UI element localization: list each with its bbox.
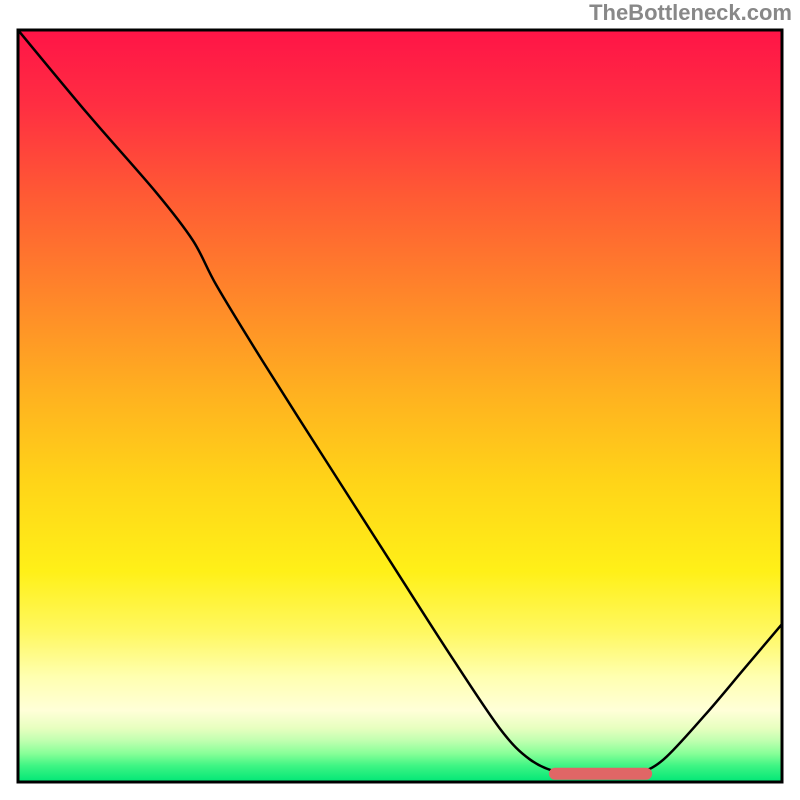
watermark-text: TheBottleneck.com (589, 0, 792, 26)
plot-area (18, 30, 782, 782)
optimal-range-marker (549, 768, 652, 780)
gradient-background (18, 30, 782, 782)
bottleneck-chart (0, 0, 800, 800)
chart-container: TheBottleneck.com (0, 0, 800, 800)
